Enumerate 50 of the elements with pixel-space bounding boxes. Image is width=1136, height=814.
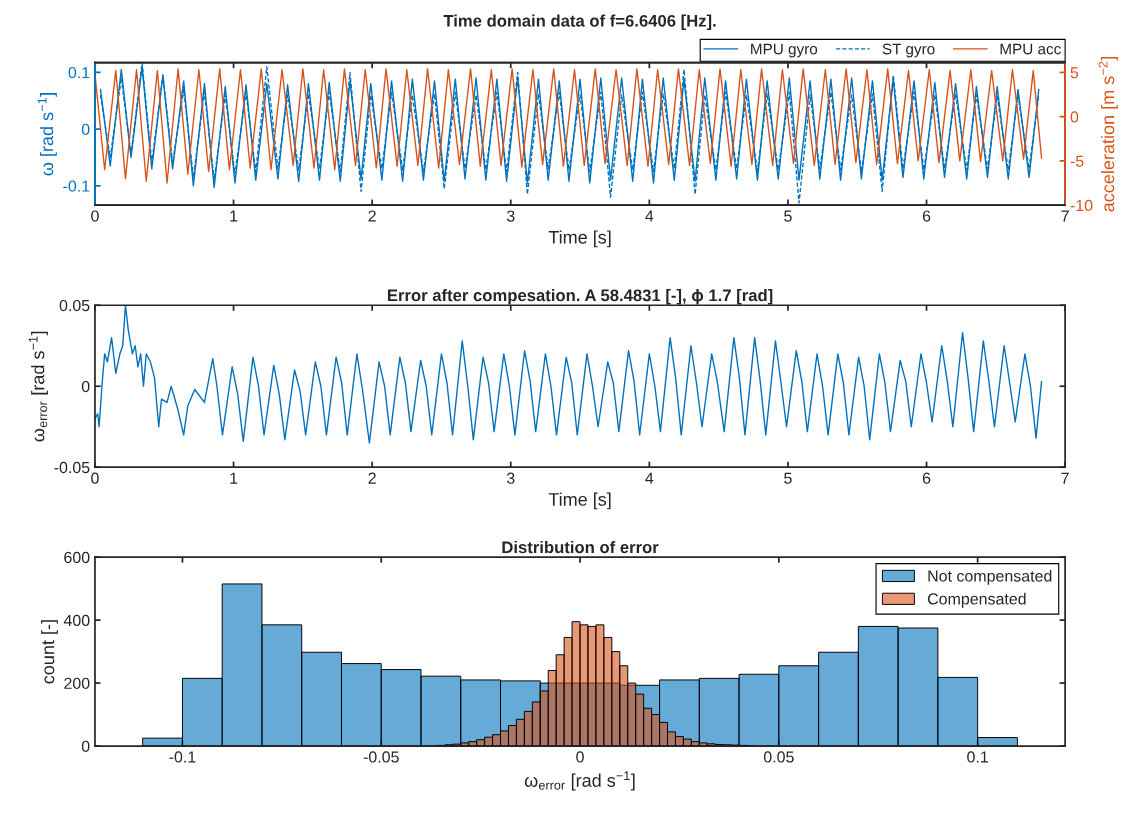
y-tick-label: 0 bbox=[81, 380, 90, 393]
y2-tick-label: 5 bbox=[1070, 67, 1079, 79]
x-axis-title: Time [s] bbox=[548, 230, 611, 248]
x-tick-label: 1 bbox=[230, 472, 238, 484]
x-tick-label: 1 bbox=[230, 210, 238, 222]
x-tick-label: 5 bbox=[784, 472, 792, 484]
y-axis-title: ω$_{error}$ [rad s$^{−1}$] bbox=[28, 331, 48, 442]
y-axis-title: count [-] bbox=[41, 620, 58, 684]
y2-tick-label: -10 bbox=[1070, 199, 1093, 212]
x-tick-label: 6 bbox=[922, 210, 931, 222]
x-tick-label: 3 bbox=[506, 472, 515, 484]
y2-axis-title: acceleration [m s$^{−2}$] bbox=[1098, 57, 1118, 212]
y-tick-label: 400 bbox=[63, 614, 90, 627]
x-tick-label: 0 bbox=[91, 472, 99, 484]
x-tick-label: 7 bbox=[1061, 472, 1069, 484]
x-tick-label: 2 bbox=[368, 210, 376, 222]
legend-label: ST gyro bbox=[882, 43, 935, 58]
y2-tick-label: 0 bbox=[1070, 111, 1079, 123]
x-tick-label: -0.05 bbox=[363, 751, 399, 763]
legend-label: Compensated bbox=[927, 592, 1026, 608]
x-tick-label: 0.05 bbox=[763, 751, 794, 763]
legend-label: MPU acc bbox=[1000, 43, 1061, 55]
y-tick-label: 0 bbox=[81, 123, 90, 136]
y-tick-label: 0 bbox=[81, 740, 90, 752]
x-tick-label: 0.1 bbox=[967, 751, 988, 763]
chart-title: Time domain data of f=6.6406 [Hz]. bbox=[443, 14, 716, 31]
chart-title: Error after compesation. A 58.4831 [-], ϕ 1.7 [rad] bbox=[387, 289, 773, 305]
y-tick-label: 0.05 bbox=[59, 299, 90, 312]
legend-label: MPU gyro bbox=[751, 43, 818, 58]
y2-tick-label: -5 bbox=[1070, 155, 1084, 167]
y-tick-label: 0.1 bbox=[68, 66, 90, 79]
y-tick-label: 200 bbox=[64, 677, 90, 690]
y-tick-label: 600 bbox=[64, 551, 90, 564]
x-tick-label: 5 bbox=[784, 210, 792, 222]
x-axis-title: ω$_{error}$ [rad s$^{−1}$] bbox=[524, 771, 635, 791]
legend-label: Not compensated bbox=[928, 569, 1052, 585]
x-tick-label: 2 bbox=[368, 472, 376, 484]
y-axis-title: ω [rad s$^{−1}$] bbox=[37, 93, 57, 176]
x-axis-title: Time [s] bbox=[548, 492, 611, 510]
y-tick-label: -0.1 bbox=[63, 180, 90, 192]
x-tick-label: 4 bbox=[645, 210, 654, 222]
x-tick-label: 6 bbox=[922, 472, 931, 484]
x-tick-label: 0 bbox=[576, 751, 584, 763]
x-tick-label: 3 bbox=[506, 210, 515, 222]
x-tick-label: 0 bbox=[91, 210, 99, 222]
x-tick-label: 4 bbox=[645, 472, 654, 484]
y-tick-label: -0.05 bbox=[54, 461, 90, 474]
x-tick-label: -0.1 bbox=[169, 751, 196, 763]
x-tick-label: 7 bbox=[1061, 210, 1069, 222]
chart-title: Distribution of error bbox=[502, 540, 659, 554]
